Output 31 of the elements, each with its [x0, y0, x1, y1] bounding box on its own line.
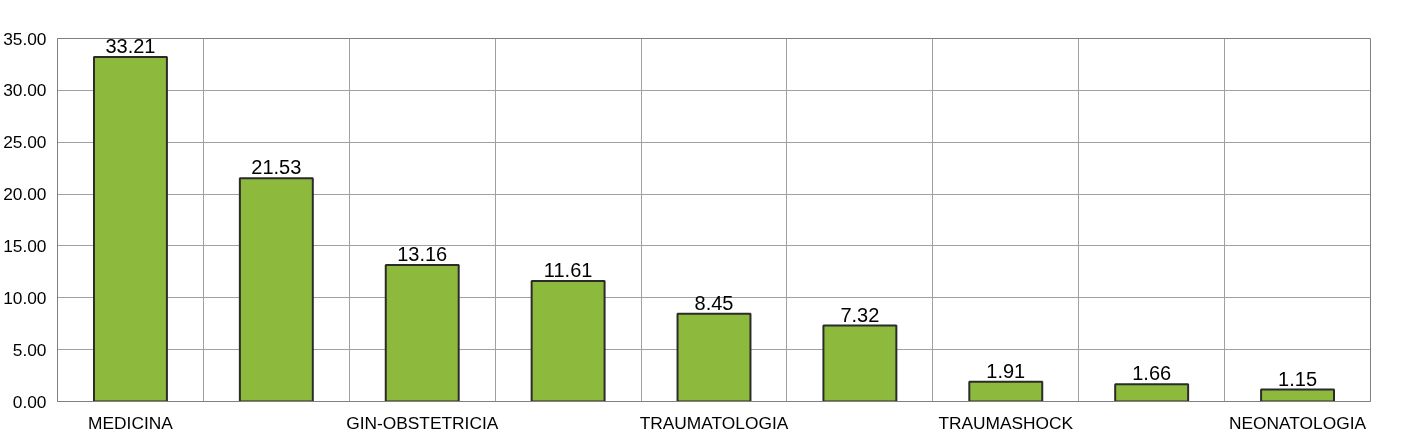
data-label: 33.21 — [105, 35, 156, 58]
y-tick-label: 5.00 — [12, 339, 47, 360]
y-tick-label: 20.00 — [3, 184, 47, 205]
data-label: 7.32 — [840, 303, 880, 326]
y-tick-label: 0.00 — [12, 391, 47, 412]
y-tick-label: 35.00 — [3, 28, 47, 49]
x-tick-label: TRAUMASHOCK — [938, 412, 1074, 433]
y-tick-label: 30.00 — [3, 80, 47, 101]
data-label: 13.16 — [397, 243, 448, 266]
bar — [530, 280, 606, 402]
data-label: 21.53 — [251, 156, 302, 179]
x-tick-label: GIN-OBSTETRICIA — [346, 412, 499, 433]
bar — [1260, 388, 1336, 402]
bar — [1114, 383, 1190, 402]
y-tick-label: 25.00 — [3, 132, 47, 153]
bar — [384, 264, 460, 402]
y-tick-label: 15.00 — [3, 235, 47, 256]
bar — [238, 177, 314, 402]
data-label: 1.91 — [986, 359, 1026, 382]
data-label: 1.66 — [1132, 362, 1172, 385]
data-label: 11.61 — [543, 259, 593, 282]
bar — [92, 56, 168, 402]
bar — [968, 380, 1044, 402]
bar — [822, 324, 898, 402]
x-tick-label: NEONATOLOGIA — [1229, 412, 1367, 433]
x-tick-label: TRAUMATOLOGIA — [639, 412, 789, 433]
y-tick-label: 10.00 — [3, 287, 47, 308]
bar — [676, 312, 752, 402]
x-tick-label: MEDICINA — [88, 412, 174, 433]
data-label: 1.15 — [1278, 367, 1318, 390]
data-label: 8.45 — [694, 291, 734, 314]
